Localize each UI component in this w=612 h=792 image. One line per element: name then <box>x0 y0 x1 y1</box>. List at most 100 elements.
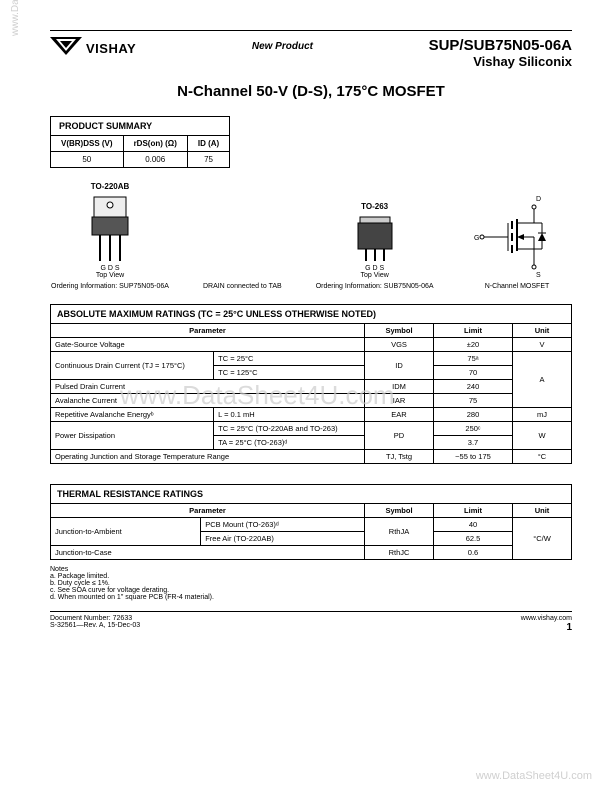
amr-cell: W <box>513 422 572 450</box>
thermal-heading: THERMAL RESISTANCE RATINGS <box>51 485 572 504</box>
page-number: 1 <box>521 622 572 633</box>
amr-cell: mJ <box>513 408 572 422</box>
pkg-pins: G D S <box>315 265 435 272</box>
top-rule <box>50 30 572 31</box>
notes: Notes a. Package limited. b. Duty cycle … <box>50 566 572 601</box>
amr-cell: IDM <box>365 380 434 394</box>
amr-cell: A <box>513 352 572 408</box>
package-to220: TO-220AB G D S Top View Ordering Informa… <box>50 182 170 290</box>
amr-cell: TC = 25°C (TO-220AB and TO-263) <box>214 422 365 436</box>
new-product-label: New Product <box>136 41 428 52</box>
thermal-table: THERMAL RESISTANCE RATINGS Parameter Sym… <box>50 484 572 560</box>
summary-cell: 75 <box>187 152 229 168</box>
svg-text:G: G <box>474 235 479 242</box>
vishay-logo-icon <box>50 37 82 59</box>
footer: Document Number: 72633 S-32561—Rev. A, 1… <box>50 611 572 633</box>
pkg-order: Ordering Information: SUB75N05-06A <box>315 283 435 290</box>
doc-number: Document Number: 72633 <box>50 615 140 622</box>
vendor-name: VISHAY <box>86 41 136 56</box>
amr-cell: Gate-Source Voltage <box>51 338 365 352</box>
footer-left: Document Number: 72633 S-32561—Rev. A, 1… <box>50 615 140 633</box>
packages-row: TO-220AB G D S Top View Ordering Informa… <box>50 182 572 290</box>
amr-cell: 240 <box>434 380 513 394</box>
note-d: d. When mounted on 1" square PCB (FR-4 m… <box>50 594 572 601</box>
amr-cell: 280 <box>434 408 513 422</box>
thermal-cell: 0.6 <box>434 546 513 560</box>
drain-tab-label: DRAIN connected to TAB <box>197 263 287 290</box>
page-title: N-Channel 50-V (D-S), 175°C MOSFET <box>50 83 572 100</box>
svg-text:D: D <box>536 196 541 203</box>
doc-rev: S-32561—Rev. A, 15-Dec-03 <box>50 622 140 629</box>
amr-cell: 75 <box>434 394 513 408</box>
thermal-col: Unit <box>513 504 572 518</box>
amr-cell: IAR <box>365 394 434 408</box>
header: VISHAY New Product SUP/SUB75N05-06A Vish… <box>50 37 572 69</box>
amr-cell: °C <box>513 450 572 464</box>
to220-icon <box>80 195 140 265</box>
thermal-cell: 40 <box>434 518 513 532</box>
brand: Vishay Siliconix <box>429 54 572 69</box>
page: VISHAY New Product SUP/SUB75N05-06A Vish… <box>0 0 612 653</box>
footer-right: www.vishay.com 1 <box>521 615 572 633</box>
pkg-order: Ordering Information: SUP75N05-06A <box>50 283 170 290</box>
pkg-pins: G D S <box>50 265 170 272</box>
amr-cell: 75ᵃ <box>434 352 513 366</box>
summary-cell: 50 <box>51 152 124 168</box>
header-right: SUP/SUB75N05-06A Vishay Siliconix <box>429 37 572 69</box>
notes-heading: Notes <box>50 566 572 573</box>
amr-cell: TA = 25°C (TO-263)ᵈ <box>214 436 365 450</box>
drain-tab: DRAIN connected to TAB <box>197 283 287 290</box>
pkg-view: Top View <box>315 272 435 279</box>
thermal-cell: Free Air (TO-220AB) <box>201 532 365 546</box>
amr-cell: TC = 125°C <box>214 366 365 380</box>
amr-cell: Avalanche Current <box>51 394 365 408</box>
amr-cell: ±20 <box>434 338 513 352</box>
note-c: c. See SOA curve for voltage derating. <box>50 587 572 594</box>
thermal-cell: RthJA <box>365 518 434 546</box>
thermal-cell: Junction-to-Case <box>51 546 365 560</box>
amr-cell: ID <box>365 352 434 380</box>
package-to263: TO-263 G D S Top View Ordering Informati… <box>315 202 435 290</box>
mosfet-schematic-icon: D G <box>472 193 562 283</box>
watermark-bottom: www.DataSheet4U.com <box>476 770 592 782</box>
thermal-col: Symbol <box>365 504 434 518</box>
amr-cell: Operating Junction and Storage Temperatu… <box>51 450 365 464</box>
amr-heading: ABSOLUTE MAXIMUM RATINGS (TC = 25°C UNLE… <box>51 305 572 324</box>
amr-table: ABSOLUTE MAXIMUM RATINGS (TC = 25°C UNLE… <box>50 304 572 464</box>
summary-col: V(BR)DSS (V) <box>51 136 124 152</box>
amr-cell: 250ᶜ <box>434 422 513 436</box>
thermal-cell: °C/W <box>513 518 572 560</box>
amr-cell: −55 to 175 <box>434 450 513 464</box>
amr-cell: PD <box>365 422 434 450</box>
part-number: SUP/SUB75N05-06A <box>429 37 572 54</box>
amr-cell: Power Dissipation <box>51 422 214 450</box>
amr-col: Symbol <box>365 324 434 338</box>
pkg-label: TO-263 <box>315 202 435 211</box>
svg-text:S: S <box>536 272 541 279</box>
amr-col: Unit <box>513 324 572 338</box>
pkg-view: Top View <box>50 272 170 279</box>
thermal-cell: RthJC <box>365 546 434 560</box>
amr-cell: L = 0.1 mH <box>214 408 365 422</box>
summary-col: rDS(on) (Ω) <box>123 136 187 152</box>
amr-cell: Pulsed Drain Current <box>51 380 365 394</box>
to263-icon <box>350 215 400 265</box>
summary-heading: PRODUCT SUMMARY <box>51 117 230 136</box>
amr-cell: Continuous Drain Current (TJ = 175°C) <box>51 352 214 380</box>
note-a: a. Package limited. <box>50 573 572 580</box>
thermal-cell: 62.5 <box>434 532 513 546</box>
amr-cell: TJ, Tstg <box>365 450 434 464</box>
schematic: D G <box>462 193 572 290</box>
footer-url: www.vishay.com <box>521 615 572 622</box>
schematic-label: N-Channel MOSFET <box>462 283 572 290</box>
thermal-cell: PCB Mount (TO-263)ᵈ <box>201 518 365 532</box>
amr-col: Parameter <box>51 324 365 338</box>
pkg-label: TO-220AB <box>50 182 170 191</box>
summary-col: ID (A) <box>187 136 229 152</box>
product-summary-table: PRODUCT SUMMARY V(BR)DSS (V) rDS(on) (Ω)… <box>50 116 230 168</box>
amr-cell: EAR <box>365 408 434 422</box>
thermal-cell: Junction-to-Ambient <box>51 518 201 546</box>
note-b: b. Duty cycle ≤ 1%. <box>50 580 572 587</box>
amr-cell: 70 <box>434 366 513 380</box>
amr-cell: VGS <box>365 338 434 352</box>
